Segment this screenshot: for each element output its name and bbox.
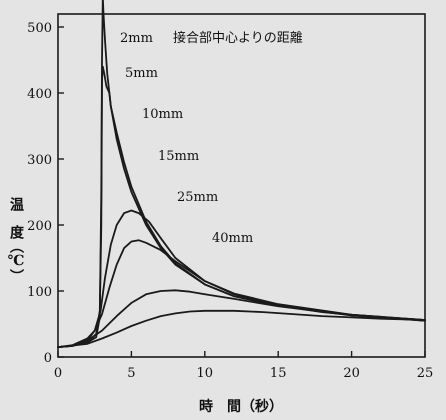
y-tick-label-500: 500 (27, 21, 52, 36)
series-line-25mm (57, 289, 426, 348)
x-axis-title: 時 間（秒） (199, 398, 283, 415)
curves (57, 0, 426, 348)
series-label-40mm: 40mm (212, 231, 253, 246)
x-tick-label-0: 0 (54, 366, 62, 381)
x-tick-label-20: 20 (343, 366, 360, 381)
y-tick-label-200: 200 (27, 219, 52, 234)
series-line-40mm (57, 309, 426, 348)
y-axis-title: 温 度（℃） (7, 197, 25, 283)
x-tick-label-10: 10 (197, 366, 214, 381)
series-line-5mm (57, 65, 426, 348)
series-label-25mm: 25mm (177, 190, 218, 205)
y-tick-label-400: 400 (27, 87, 52, 102)
series-line-15mm (57, 239, 426, 348)
chart-title: 接合部中心よりの距離 (173, 30, 303, 46)
x-tick-label-5: 5 (127, 366, 135, 381)
series-label-10mm: 10mm (142, 107, 183, 122)
series-label-2mm: 2mm (120, 31, 153, 46)
series-label-15mm: 15mm (158, 149, 199, 164)
axis-ticks: 0 5 10 15 20 25 0 100 200 300 400 500 (27, 21, 433, 381)
plot-frame (57, 13, 426, 358)
series-label-5mm: 5mm (125, 66, 158, 81)
y-tick-label-100: 100 (27, 285, 52, 300)
x-tick-label-25: 25 (417, 366, 434, 381)
y-tick-label-300: 300 (27, 153, 52, 168)
y-tick-label-0: 0 (44, 351, 52, 366)
x-tick-label-15: 15 (270, 366, 287, 381)
